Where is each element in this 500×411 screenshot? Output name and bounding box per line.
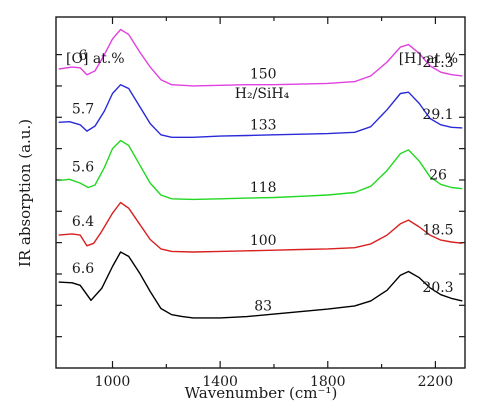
oxygen-label: 6.6 [72,261,94,277]
oxygen-label: 5.6 [72,160,94,176]
oxygen-label: 6.4 [72,214,94,230]
x-tick-label: 2200 [418,374,454,390]
hydrogen-label: 18.5 [422,222,453,238]
series-line-100 [58,201,463,253]
ratio-label: 133 [250,117,277,133]
oxygen-label: 6 [79,48,88,64]
series-line-150 [58,28,463,87]
ratio-label: 83 [254,299,272,315]
x-tick-label: 1800 [310,374,346,390]
series-layer: 83 6.6 20.3 100 6.4 18.5 118 5.6 26 133 5.7 29.1 150… [58,28,463,319]
ratio-header: H₂/SiH₄ [235,86,290,102]
series-line-83 [58,251,463,319]
hydrogen-label: 20.3 [422,280,453,296]
y-axis-title: IR absorption (a.u.) [16,119,34,267]
left-header: [O] at.% [66,51,125,67]
ratio-label: 150 [250,67,277,83]
right-header: [H] at.% [399,51,458,67]
series-line-133 [58,84,463,138]
x-tick-label: 1400 [202,374,238,390]
series-line-118 [58,139,463,201]
axis-ticks: 1000 1400 1800 2200 [56,17,465,390]
x-axis-title: Wavenumber (cm⁻¹) [185,384,338,402]
oxygen-label: 5.7 [72,101,94,117]
plot-frame [55,16,466,369]
x-tick-label: 1000 [95,374,131,390]
ratio-label: 100 [250,233,277,249]
hydrogen-label: 29.1 [422,107,453,123]
ratio-label: 118 [250,180,277,196]
hydrogen-label: 21.3 [422,55,453,71]
hydrogen-label: 26 [429,168,447,184]
